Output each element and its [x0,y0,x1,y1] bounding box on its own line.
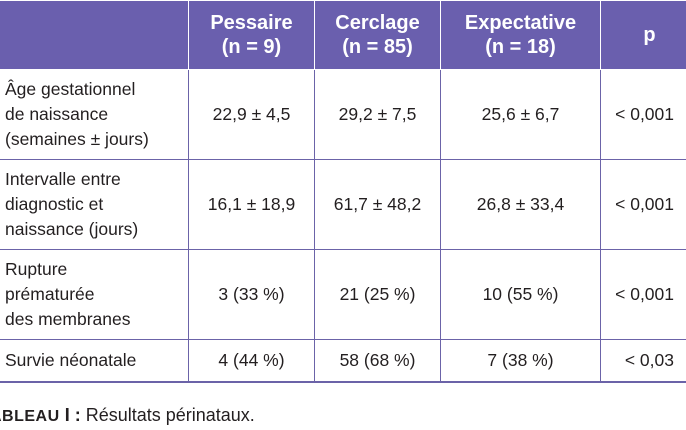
row-label-age: Âge gestationnel de naissance (semaines ± … [0,69,189,160]
cell-pessaire: 3 (33 %) [188,249,315,340]
cell-pessaire: 22,9 ± 4,5 [188,69,315,160]
header-p: p [600,0,686,70]
header-expectative: Expectative (n = 18) [440,0,601,70]
table-caption: ABLEAU I : Résultats périnataux. [0,404,255,428]
cell-expectative: 26,8 ± 33,4 [440,159,601,250]
cell-p: < 0,03 [600,339,686,383]
table-row: Rupture prématurée des membranes 3 (33 %) … [0,249,686,340]
cell-cerclage: 61,7 ± 48,2 [314,159,441,250]
table-row: Âge gestationnel de naissance (semaines ± … [0,69,686,160]
row-label-interval: Intervalle entre diagnostic et naissance (… [0,159,189,250]
cell-cerclage: 29,2 ± 7,5 [314,69,441,160]
cell-pessaire: 16,1 ± 18,9 [188,159,315,250]
header-row: Pessaire (n = 9) Cerclage (n = 85) Expecta… [0,0,686,70]
cell-p: < 0,001 [600,249,686,340]
row-label-rupture: Rupture prématurée des membranes [0,249,189,340]
cell-expectative: 25,6 ± 6,7 [440,69,601,160]
cell-expectative: 10 (55 %) [440,249,601,340]
table-row: Intervalle entre diagnostic et naissance (… [0,159,686,250]
cell-p: < 0,001 [600,69,686,160]
caption-number: I : [64,405,81,425]
cell-expectative: 7 (38 %) [440,339,601,383]
header-pessaire: Pessaire (n = 9) [188,0,315,70]
results-table: Pessaire (n = 9) Cerclage (n = 85) Expecta… [0,0,686,383]
cell-pessaire: 4 (44 %) [188,339,315,383]
cell-cerclage: 58 (68 %) [314,339,441,383]
header-cerclage: Cerclage (n = 85) [314,0,441,70]
cell-cerclage: 21 (25 %) [314,249,441,340]
table-row: Survie néonatale 4 (44 %) 58 (68 %) 7 (3… [0,339,686,383]
caption-label: ABLEAU [0,408,60,425]
header-empty [0,0,189,70]
row-label-survie: Survie néonatale [0,339,189,383]
cell-p: < 0,001 [600,159,686,250]
caption-text: Résultats périnataux. [80,405,255,425]
